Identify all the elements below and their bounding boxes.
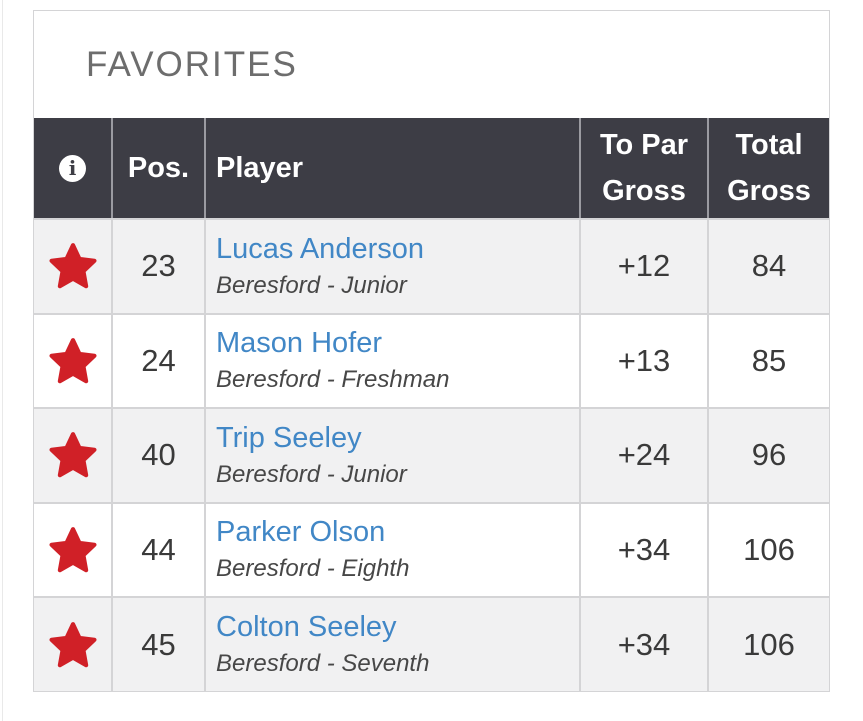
total-gross-cell: 85 — [751, 342, 787, 378]
pos-cell: 45 — [113, 598, 206, 691]
header-cell-to-par-gross: To Par Gross — [581, 118, 709, 218]
table-row: 45 Colton Seeley Beresford - Seventh +34… — [34, 596, 829, 691]
player-cell: Mason Hofer Beresford - Freshman — [206, 314, 581, 408]
player-detail: Beresford - Junior — [216, 271, 407, 299]
player-detail: Beresford - Freshman — [216, 366, 450, 394]
pos-cell: 44 — [113, 503, 206, 597]
favorite-star-icon[interactable] — [48, 526, 98, 574]
favorite-cell — [34, 598, 113, 691]
player-cell: Parker Olson Beresford - Eighth — [206, 503, 581, 597]
player-name-link[interactable]: Mason Hofer — [216, 327, 383, 360]
total-gross-cell: 106 — [743, 626, 795, 662]
header-pos-label: Pos. — [127, 152, 190, 184]
header-cell-pos: Pos. — [113, 118, 206, 218]
header-cell-total-gross: Total Gross — [709, 118, 829, 218]
header-to-par-line2: Gross — [602, 175, 686, 207]
favorite-star-icon[interactable] — [48, 337, 98, 385]
table-row: 44 Parker Olson Beresford - Eighth +34 1… — [34, 501, 829, 597]
player-name-link[interactable]: Colton Seeley — [216, 611, 397, 644]
table-row: 23 Lucas Anderson Beresford - Junior +12… — [34, 218, 829, 313]
player-detail: Beresford - Seventh — [216, 649, 430, 677]
to-par-gross-cell: +24 — [581, 409, 709, 502]
table-row: 24 Mason Hofer Beresford - Freshman +13 … — [34, 312, 829, 408]
total-gross-cell: 84 — [751, 248, 787, 284]
header-cell-info: i — [34, 118, 113, 218]
page-edge-divider — [2, 0, 3, 721]
player-detail: Beresford - Junior — [216, 460, 407, 488]
player-cell: Colton Seeley Beresford - Seventh — [206, 598, 581, 691]
player-cell: Trip Seeley Beresford - Junior — [206, 409, 581, 502]
player-name-link[interactable]: Trip Seeley — [216, 421, 362, 454]
header-cell-player: Player — [206, 118, 581, 218]
favorite-cell — [34, 409, 113, 502]
player-name-link[interactable]: Parker Olson — [216, 516, 386, 549]
favorite-cell — [34, 220, 113, 313]
header-total-line2: Gross — [727, 175, 811, 207]
to-par-gross-cell: +13 — [581, 314, 709, 408]
pos-cell: 24 — [113, 314, 206, 408]
table-header-row: i Pos. Player To Par Gross Total Gross — [34, 118, 829, 218]
player-cell: Lucas Anderson Beresford - Junior — [206, 220, 581, 313]
total-gross-cell: 96 — [751, 437, 787, 473]
pos-cell: 40 — [113, 409, 206, 502]
to-par-gross-cell: +12 — [581, 220, 709, 313]
header-total-line1: Total — [735, 129, 803, 161]
pos-cell: 23 — [113, 220, 206, 313]
info-icon[interactable]: i — [59, 154, 86, 182]
favorites-card: FAVORITES i Pos. Player To Par Gross Tot… — [33, 10, 830, 692]
favorite-star-icon[interactable] — [48, 242, 98, 290]
header-to-par-line1: To Par — [599, 129, 689, 161]
favorite-cell — [34, 503, 113, 597]
favorites-title: FAVORITES — [86, 44, 298, 84]
player-name-link[interactable]: Lucas Anderson — [216, 232, 424, 265]
favorite-star-icon[interactable] — [48, 431, 98, 479]
favorite-cell — [34, 314, 113, 408]
header-player-label: Player — [216, 152, 304, 184]
to-par-gross-cell: +34 — [581, 598, 709, 691]
player-detail: Beresford - Eighth — [216, 555, 410, 583]
table-row: 40 Trip Seeley Beresford - Junior +24 96 — [34, 407, 829, 502]
to-par-gross-cell: +34 — [581, 503, 709, 597]
favorite-star-icon[interactable] — [48, 621, 98, 669]
total-gross-cell: 106 — [743, 532, 795, 568]
